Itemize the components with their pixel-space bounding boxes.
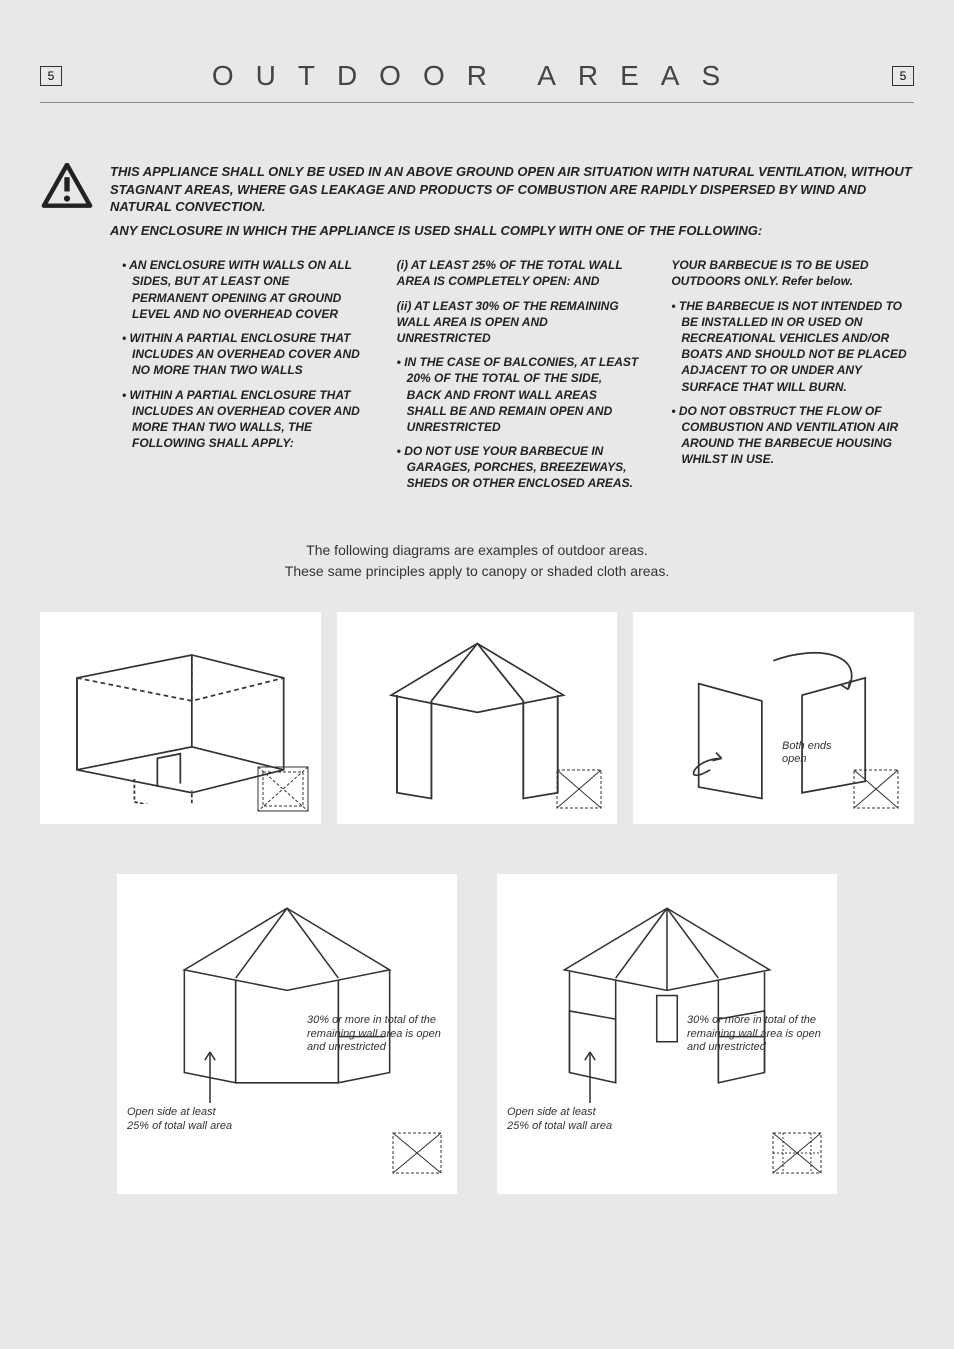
- col1-bullet-3: • WITHIN A PARTIAL ENCLOSURE THAT INCLUD…: [110, 387, 365, 452]
- column-3: YOUR BARBECUE IS TO BE USED OUTDOORS ONL…: [659, 257, 914, 499]
- page-number-left: 5: [40, 66, 62, 86]
- diagram-4-anno-right: 30% or more in total of the remaining wa…: [307, 1014, 447, 1055]
- page-container: 5 OUTDOOR AREAS 5 THIS APPLIANCE SHALL O…: [0, 0, 954, 1349]
- diagrams-row-2: 30% or more in total of the remaining wa…: [40, 874, 914, 1194]
- diagram-4-inset-icon: [389, 1129, 445, 1182]
- diagram-2: [337, 612, 618, 824]
- intro-line-2: These same principles apply to canopy or…: [40, 561, 914, 582]
- col1-bullet-1: • AN ENCLOSURE WITH WALLS ON ALL SIDES, …: [110, 257, 365, 322]
- header-rule: [40, 102, 914, 103]
- diagram-3: Both ends open: [633, 612, 914, 824]
- diagram-5-anno-right: 30% or more in total of the remaining wa…: [687, 1014, 827, 1055]
- diagram-5-anno-left: Open side at least 25% of total wall are…: [507, 1106, 617, 1134]
- diagram-3-caption: Both ends open: [782, 740, 842, 766]
- column-2: (i) AT LEAST 25% OF THE TOTAL WALL AREA …: [385, 257, 640, 499]
- col2-bullet-2: • DO NOT USE YOUR BARBECUE IN GARAGES, P…: [385, 443, 640, 492]
- diagram-2-inset-icon: [553, 766, 605, 812]
- col3-para-1: YOUR BARBECUE IS TO BE USED OUTDOORS ONL…: [659, 257, 914, 289]
- col2-para-2: (ii) AT LEAST 30% OF THE REMAINING WALL …: [385, 298, 640, 347]
- diagram-5-inset-icon: [769, 1129, 825, 1182]
- diagram-4: 30% or more in total of the remaining wa…: [117, 874, 457, 1194]
- warning-para-2: ANY ENCLOSURE IN WHICH THE APPLIANCE IS …: [110, 222, 914, 240]
- diagram-3-inset-icon: [850, 766, 902, 812]
- col2-para-1: (i) AT LEAST 25% OF THE TOTAL WALL AREA …: [385, 257, 640, 289]
- warning-block: THIS APPLIANCE SHALL ONLY BE USED IN AN …: [40, 163, 914, 245]
- diagram-5: 30% or more in total of the remaining wa…: [497, 874, 837, 1194]
- page-header: 5 OUTDOOR AREAS 5: [40, 60, 914, 92]
- warning-text: THIS APPLIANCE SHALL ONLY BE USED IN AN …: [110, 163, 914, 245]
- column-1: • AN ENCLOSURE WITH WALLS ON ALL SIDES, …: [110, 257, 365, 499]
- col3-bullet-2: • DO NOT OBSTRUCT THE FLOW OF COMBUSTION…: [659, 403, 914, 468]
- diagram-1-inset-icon: [257, 766, 309, 812]
- warning-icon: [40, 163, 94, 245]
- diagram-1: [40, 612, 321, 824]
- intro-line-1: The following diagrams are examples of o…: [40, 540, 914, 561]
- diagram-4-anno-left: Open side at least 25% of total wall are…: [127, 1106, 237, 1134]
- col1-bullet-2: • WITHIN A PARTIAL ENCLOSURE THAT INCLUD…: [110, 330, 365, 379]
- bullet-columns: • AN ENCLOSURE WITH WALLS ON ALL SIDES, …: [110, 257, 914, 499]
- page-title: OUTDOOR AREAS: [62, 60, 892, 92]
- col3-bullet-1: • THE BARBECUE IS NOT INTENDED TO BE INS…: [659, 298, 914, 395]
- page-number-right: 5: [892, 66, 914, 86]
- intro-text: The following diagrams are examples of o…: [40, 540, 914, 582]
- col2-bullet-1: • IN THE CASE OF BALCONIES, AT LEAST 20%…: [385, 354, 640, 435]
- diagrams-row-1: Both ends open: [40, 612, 914, 824]
- warning-para-1: THIS APPLIANCE SHALL ONLY BE USED IN AN …: [110, 163, 914, 216]
